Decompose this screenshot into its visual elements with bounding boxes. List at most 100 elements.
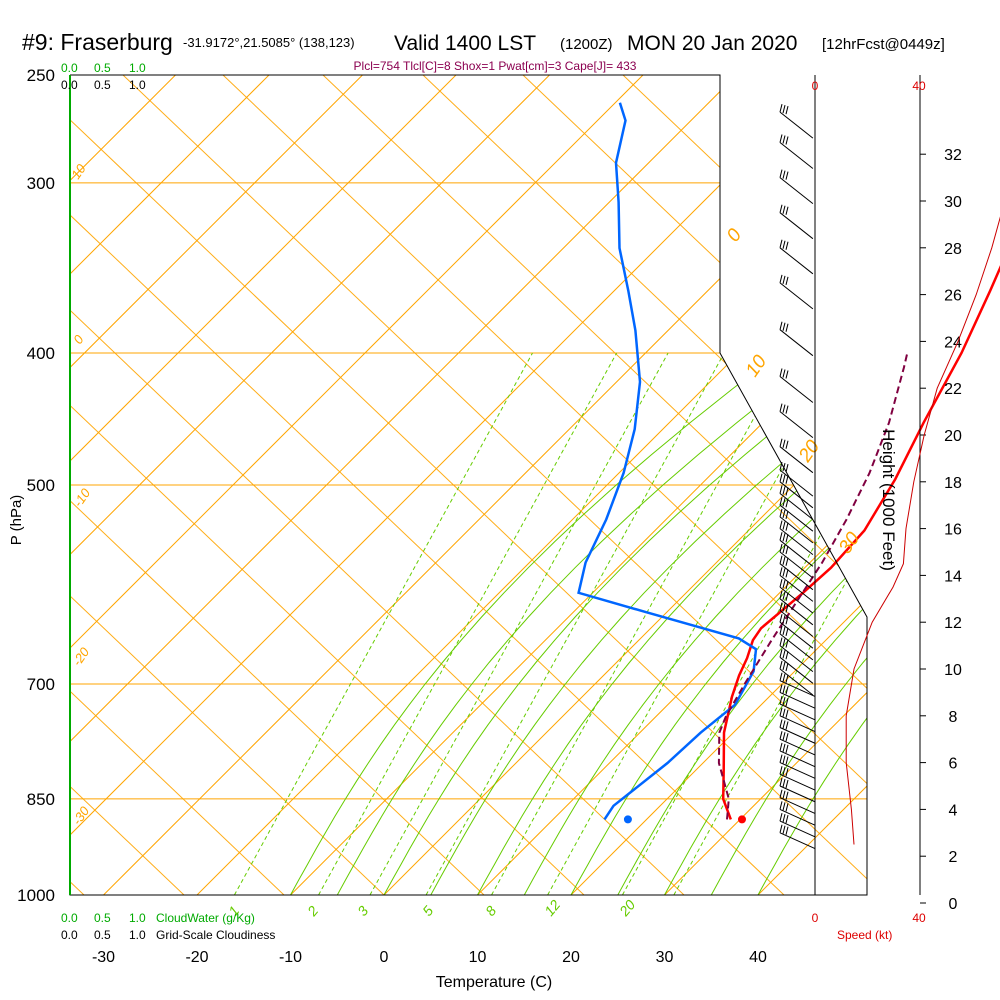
wind-barb — [779, 614, 814, 649]
barb-staff — [779, 808, 816, 826]
mixing-ratio-label-12: 12 — [541, 897, 563, 919]
mixing-ratio-line — [547, 352, 847, 895]
isotherm--80 — [70, 75, 457, 895]
barb-flag — [782, 579, 786, 589]
wind-barb — [779, 274, 814, 310]
moist-adiabat — [477, 75, 867, 895]
cloud-tick-bottom-0: 0.0 — [61, 911, 78, 925]
station-title: #9: Fraserburg — [22, 29, 173, 55]
cloudiness-tick-bottom-1: 0.5 — [94, 928, 111, 942]
barb-flag — [785, 803, 789, 812]
wind-barb — [779, 321, 814, 357]
dry-adiabat — [522, 75, 867, 895]
wind-barb — [779, 602, 814, 637]
barb-staff — [779, 142, 814, 169]
barb-flag — [779, 742, 783, 752]
wind-barb — [779, 134, 814, 169]
barb-flag — [779, 461, 783, 471]
barb-flag — [782, 626, 786, 636]
wind-barb — [779, 731, 816, 756]
mixing-ratio-label-20: 20 — [615, 897, 638, 920]
barb-flag — [779, 204, 783, 213]
barb-flag — [779, 707, 783, 716]
marker-surface_dewpoint — [623, 815, 632, 824]
barb-flag — [785, 592, 789, 601]
barb-flag — [782, 533, 786, 542]
barb-staff — [779, 563, 814, 591]
speed-tick-top-0: 0 — [812, 79, 819, 93]
wind-barb — [779, 508, 814, 544]
wind-barb — [779, 649, 814, 684]
barb-flag — [785, 674, 789, 683]
cloud-tick-top-2: 1.0 — [129, 61, 146, 75]
barb-flag — [785, 171, 789, 180]
dry-adiabat — [70, 75, 785, 895]
mixing-ratio-line — [673, 352, 867, 895]
barb-flag — [779, 754, 783, 763]
barb-flag — [782, 170, 786, 179]
isotherm-30 — [664, 75, 867, 895]
barb-flag — [782, 661, 786, 671]
pressure-tick-400: 400 — [27, 344, 55, 363]
dry-adiabat — [70, 75, 867, 895]
zulu-time: (1200Z) — [560, 36, 613, 53]
barb-flag — [785, 744, 789, 754]
moist-adiabat — [710, 75, 867, 895]
wind-barb — [779, 812, 816, 838]
mixing-ratio-line — [233, 352, 533, 895]
barb-staff — [779, 773, 816, 791]
barb-flag — [779, 520, 783, 529]
barb-flag — [782, 720, 786, 729]
barb-flag — [782, 462, 786, 472]
height-tick-18: 18 — [944, 475, 962, 492]
barb-flag — [782, 696, 786, 706]
isotherm--50 — [70, 75, 737, 895]
pressure-tick-300: 300 — [27, 174, 55, 193]
barb-flag — [782, 509, 786, 519]
barb-staff — [779, 469, 814, 497]
barb-flag — [785, 557, 789, 566]
barb-flag — [785, 105, 789, 115]
speed-tick-top-40: 40 — [912, 79, 926, 93]
barb-staff — [779, 668, 814, 696]
wind-barb — [779, 777, 816, 803]
isotherm-label-3: -20 — [69, 644, 93, 669]
cloud-water-label: CloudWater (g/Kg) — [156, 911, 255, 925]
moist-adiabat — [757, 75, 867, 895]
mixing-ratio-label-3: 3 — [354, 903, 371, 919]
isotherm-label-1: 0 — [70, 332, 87, 347]
barb-staff — [779, 528, 814, 555]
barb-flag — [782, 104, 786, 114]
barb-staff — [779, 481, 814, 509]
wind-barb — [779, 754, 816, 779]
dry-adiabat — [322, 75, 867, 895]
isotherm-10 — [477, 75, 867, 895]
wind-barb — [779, 590, 814, 626]
speed-tick-bottom-40: 40 — [912, 911, 926, 925]
barb-flag — [779, 508, 783, 518]
wind-barb — [779, 789, 816, 814]
wind-barb — [779, 672, 816, 697]
barb-staff — [779, 329, 814, 357]
cloud-axis-bottom: 0.0 0.5 1.0 CloudWater (g/Kg) 0.0 0.5 1.… — [61, 911, 275, 942]
barb-flag — [782, 498, 786, 507]
barb-flag — [785, 733, 789, 742]
cloud-tick-top-0: 0.0 — [61, 61, 78, 75]
dry-adiabat — [70, 75, 285, 895]
barb-flag — [785, 791, 789, 800]
barb-staff — [779, 820, 816, 838]
valid-time: Valid 1400 LST — [394, 32, 536, 55]
barb-flag — [785, 627, 789, 637]
barb-flag — [785, 662, 789, 672]
barb-staff — [779, 691, 816, 709]
barb-flag — [782, 790, 786, 799]
cloudiness-label: Grid-Scale Cloudiness — [156, 928, 275, 942]
barb-staff — [779, 212, 814, 240]
barb-flag — [785, 405, 789, 414]
barb-flag — [785, 545, 789, 555]
temp-tick--10: -10 — [279, 949, 302, 966]
mixing-ratio-line — [621, 352, 867, 895]
barb-flag — [782, 240, 786, 249]
barb-staff — [779, 785, 816, 803]
